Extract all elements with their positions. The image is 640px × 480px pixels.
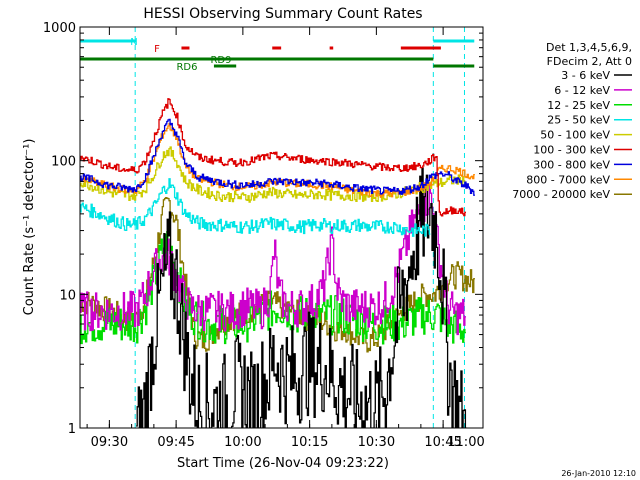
series-300-800-kevline bbox=[80, 118, 475, 196]
y-tick-label: 100 bbox=[51, 155, 76, 170]
x-tick-label: 11:00 bbox=[447, 435, 484, 450]
legend-header: FDecim 2, Att 0 bbox=[547, 55, 632, 68]
legend-entry-label: 12 - 25 keV bbox=[547, 99, 610, 112]
x-tick-label: 10:15 bbox=[291, 435, 328, 450]
y-tick-label: 1000 bbox=[43, 21, 76, 36]
legend-entry-label: 800 - 7000 keV bbox=[526, 173, 610, 186]
x-tick-label: 10:30 bbox=[358, 435, 395, 450]
series-3-6-kevline bbox=[136, 167, 467, 428]
series-7000-20000-kevline bbox=[80, 197, 475, 353]
legend-entry-label: 7000 - 20000 keV bbox=[512, 188, 610, 201]
data-layer bbox=[80, 27, 475, 428]
footer-timestamp: 26-Jan-2010 12:10 bbox=[561, 469, 636, 478]
x-tick-label: 10:00 bbox=[224, 435, 261, 450]
series-6-12-kevline bbox=[80, 184, 466, 336]
legend-entry-label: 50 - 100 keV bbox=[540, 129, 610, 142]
x-tick-label: 09:45 bbox=[157, 435, 194, 450]
x-tick-label: 10:45 bbox=[424, 435, 461, 450]
flags-layer: N F RD6 RD9 bbox=[80, 37, 475, 73]
y-tick-label: 1 bbox=[68, 422, 76, 437]
flag-f-label: F bbox=[154, 44, 160, 55]
series-12-25-kevline bbox=[80, 230, 466, 345]
series-25-50-kevline bbox=[80, 178, 431, 237]
legend-entry-label: 6 - 12 keV bbox=[554, 84, 610, 97]
legend-entry-label: 300 - 800 keV bbox=[533, 158, 610, 171]
chart-title: HESSI Observing Summary Count Rates bbox=[143, 6, 422, 22]
plot-frame bbox=[79, 26, 484, 429]
legend-entry-label: 100 - 300 keV bbox=[533, 144, 610, 157]
legend-header: Det 1,3,4,5,6,9, bbox=[546, 41, 632, 54]
legend-entry-label: 3 - 6 keV bbox=[561, 69, 610, 82]
y-axis-label: Count Rate (s⁻¹ detector⁻¹) bbox=[22, 139, 37, 316]
x-axis-label: Start Time (26-Nov-04 09:23:22) bbox=[177, 456, 389, 471]
flag-rd9-label: RD9 bbox=[210, 55, 231, 66]
flag-rd6-label: RD6 bbox=[176, 62, 197, 73]
x-tick-label: 09:30 bbox=[91, 435, 128, 450]
series-50-100-kevline bbox=[80, 146, 466, 203]
flag-n-label: N bbox=[130, 37, 137, 48]
series-100-300-kevline bbox=[80, 98, 466, 217]
legend-entry-label: 25 - 50 keV bbox=[547, 114, 610, 127]
legend: Det 1,3,4,5,6,9,FDecim 2, Att 03 - 6 keV… bbox=[512, 41, 632, 201]
y-tick-label: 10 bbox=[59, 288, 76, 303]
